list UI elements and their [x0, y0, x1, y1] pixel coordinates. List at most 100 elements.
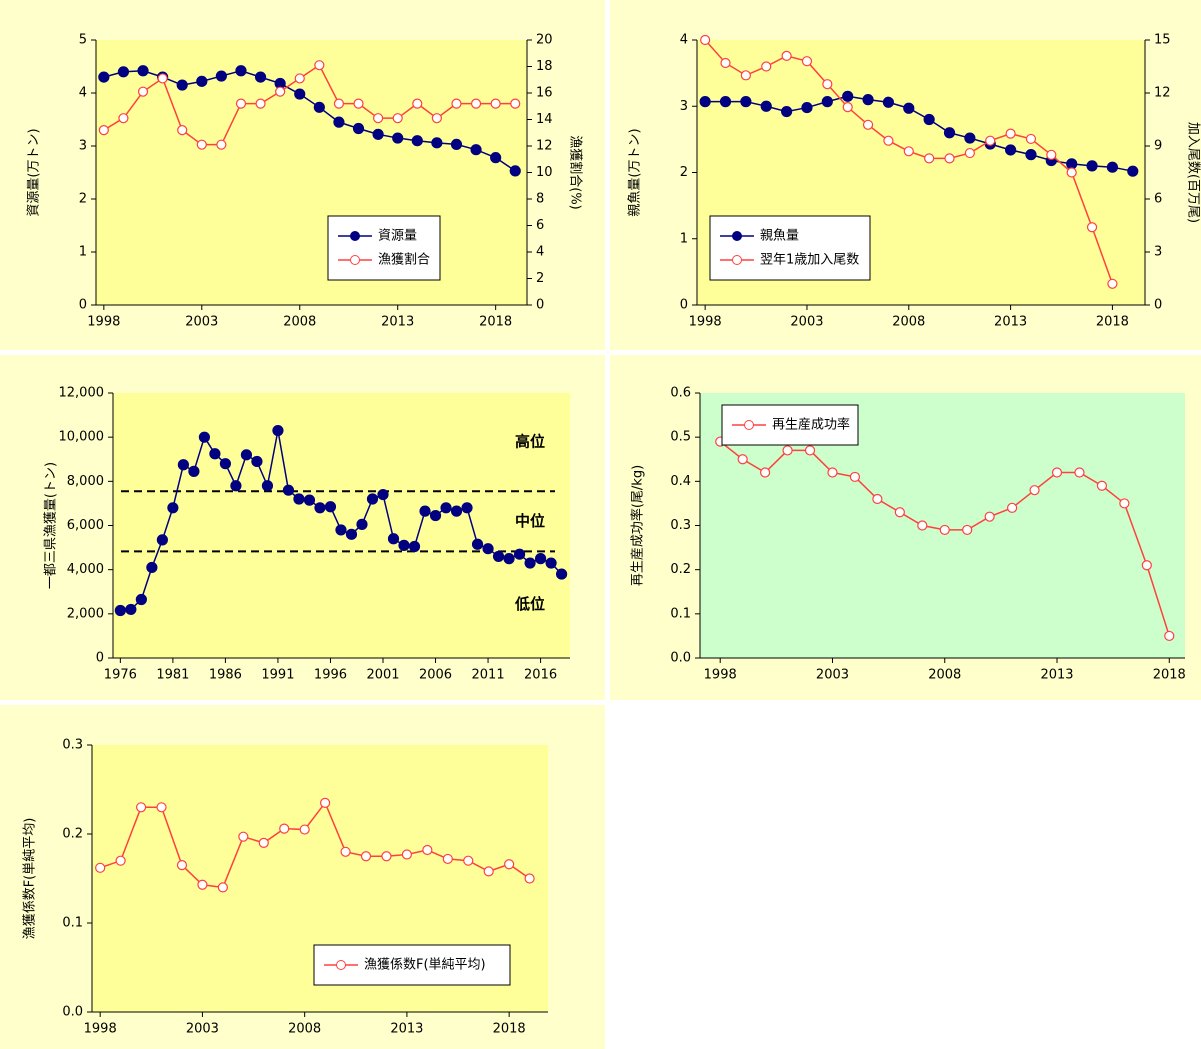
- y-tick-label: 0.1: [670, 606, 691, 621]
- data-point: [482, 543, 494, 555]
- y-tick-label: 2,000: [67, 606, 104, 621]
- data-point: [235, 98, 247, 109]
- data-point: [821, 96, 833, 108]
- data-point: [345, 528, 358, 540]
- data-point: [146, 561, 158, 574]
- data-point: [1025, 133, 1037, 145]
- data-point: [392, 132, 404, 144]
- x-tick-label: 2018: [1153, 668, 1186, 683]
- data-point: [135, 593, 147, 606]
- data-point: [903, 102, 915, 114]
- legend: 漁獲係数F(単純平均): [313, 944, 511, 986]
- data-point: [1096, 480, 1108, 491]
- plot-area: [96, 40, 527, 305]
- data-point: [303, 494, 316, 506]
- data-point: [216, 139, 227, 150]
- level-annotation: 低位: [514, 595, 545, 613]
- data-point: [470, 144, 482, 156]
- data-point: [215, 70, 227, 82]
- data-point: [1051, 467, 1063, 478]
- data-point: [760, 467, 771, 478]
- data-point: [1086, 160, 1098, 172]
- data-point: [156, 802, 167, 813]
- y2-tick-label: 10: [536, 165, 553, 180]
- data-point: [324, 501, 337, 513]
- data-point: [461, 502, 473, 514]
- data-point: [720, 57, 731, 69]
- data-point: [882, 96, 895, 108]
- data-point: [555, 568, 568, 580]
- y2-tick-label: 18: [536, 59, 553, 74]
- data-point: [137, 65, 149, 77]
- data-point: [294, 88, 306, 100]
- data-point: [740, 70, 751, 81]
- data-point: [176, 79, 188, 91]
- data-point: [356, 518, 368, 530]
- data-point: [422, 844, 433, 856]
- legend-label: 再生産成功率: [772, 417, 850, 433]
- y-tick-label: 4,000: [67, 562, 104, 577]
- data-point: [1106, 161, 1119, 173]
- x-tick-label: 2018: [479, 315, 512, 330]
- data-point: [230, 480, 242, 492]
- data-point: [114, 604, 126, 617]
- x-tick-label: 2003: [790, 315, 823, 330]
- data-point: [135, 802, 147, 813]
- y-tick-label: 0.3: [670, 518, 691, 533]
- data-point: [98, 125, 109, 136]
- data-point: [1141, 560, 1152, 571]
- data-point: [842, 90, 854, 102]
- data-point: [822, 79, 833, 90]
- y-axis-title: 親魚量(万トン): [628, 128, 643, 216]
- data-point: [1046, 149, 1057, 160]
- y-axis-title: 再生産成功率(尾/kg): [630, 465, 646, 586]
- data-point: [118, 113, 129, 124]
- data-point: [198, 431, 210, 443]
- data-point: [408, 540, 421, 553]
- legend-marker: [350, 231, 360, 241]
- legend-label: 親魚量: [760, 229, 799, 244]
- y2-tick-label: 0: [1154, 298, 1162, 313]
- data-point: [377, 488, 389, 501]
- x-tick-label: 2013: [381, 315, 414, 330]
- data-point: [781, 105, 793, 118]
- data-point: [1107, 278, 1118, 289]
- data-point: [209, 448, 221, 460]
- series-line: [103, 69, 516, 172]
- x-tick-label: 2006: [419, 668, 452, 683]
- y2-axis-title: 漁獲割合(%): [568, 135, 584, 210]
- x-tick-label: 2008: [283, 315, 316, 330]
- y2-tick-label: 14: [536, 112, 553, 127]
- data-point: [761, 61, 772, 72]
- data-point: [137, 86, 149, 97]
- y-tick-label: 0.2: [670, 562, 691, 577]
- data-point: [255, 98, 266, 109]
- x-tick-label: 2003: [186, 1022, 219, 1037]
- y-tick-label: 5: [79, 33, 87, 48]
- data-point: [1066, 158, 1078, 170]
- data-point: [387, 533, 400, 545]
- series-line: [705, 95, 1133, 172]
- data-point: [463, 855, 474, 866]
- data-point: [217, 882, 228, 893]
- data-point: [254, 71, 267, 83]
- data-point: [279, 823, 290, 834]
- data-point: [320, 797, 331, 808]
- data-point: [261, 480, 274, 492]
- y2-tick-label: 12: [1154, 86, 1171, 101]
- x-tick-label: 1991: [261, 668, 294, 683]
- legend-box: [721, 404, 859, 446]
- data-point: [293, 493, 305, 505]
- data-point: [804, 445, 816, 456]
- chart-panel: 0 2,000 4,000 6,000 8,000 10,000 12,000 1976 198…: [0, 355, 605, 700]
- y-tick-label: 1: [79, 245, 87, 260]
- data-point: [272, 424, 284, 437]
- data-point: [470, 98, 482, 109]
- data-point: [883, 135, 894, 146]
- data-point: [451, 98, 462, 109]
- y2-tick-label: 6: [536, 218, 544, 233]
- y-tick-label: 0.5: [670, 430, 691, 445]
